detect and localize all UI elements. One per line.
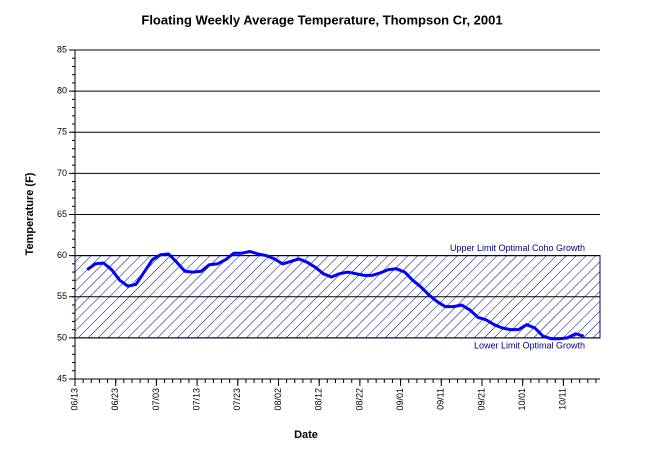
x-tick-label: 07/13 [191, 388, 201, 411]
temperature-line [86, 250, 585, 341]
x-tick-label: 07/23 [232, 388, 242, 411]
y-tick-label: 55 [57, 291, 67, 301]
x-tick-label: 08/22 [354, 388, 364, 411]
y-tick-label: 60 [57, 250, 67, 260]
y-tick-label: 45 [57, 373, 67, 383]
y-tick-label: 80 [57, 86, 67, 96]
y-tick-label: 70 [57, 168, 67, 178]
x-tick-label: 06/23 [110, 388, 120, 411]
x-tick-label: 08/02 [273, 388, 283, 411]
x-tick-label: 10/01 [517, 388, 527, 411]
y-tick-label: 85 [57, 44, 67, 54]
y-tick-label: 50 [57, 332, 67, 342]
x-tick-label: 06/13 [69, 388, 79, 411]
x-tick-label: 07/03 [151, 388, 161, 411]
x-axis-label: Date [294, 429, 318, 441]
x-tick-label: 09/11 [436, 388, 446, 410]
y-tick-label: 65 [57, 209, 67, 219]
x-tick-label: 08/12 [314, 388, 324, 411]
x-tick-label: 09/01 [395, 388, 405, 411]
y-tick-label: 75 [57, 127, 67, 137]
chart-title: Floating Weekly Average Temperature, Tho… [141, 12, 502, 27]
y-axis-label: Temperature (F) [24, 172, 36, 255]
band-lower-label: Lower Limit Optimal Growth [474, 340, 585, 350]
band-upper-label: Upper Limit Optimal Coho Growth [450, 243, 585, 253]
x-tick-label: 09/21 [476, 388, 486, 411]
x-tick-label: 10/11 [558, 388, 568, 410]
